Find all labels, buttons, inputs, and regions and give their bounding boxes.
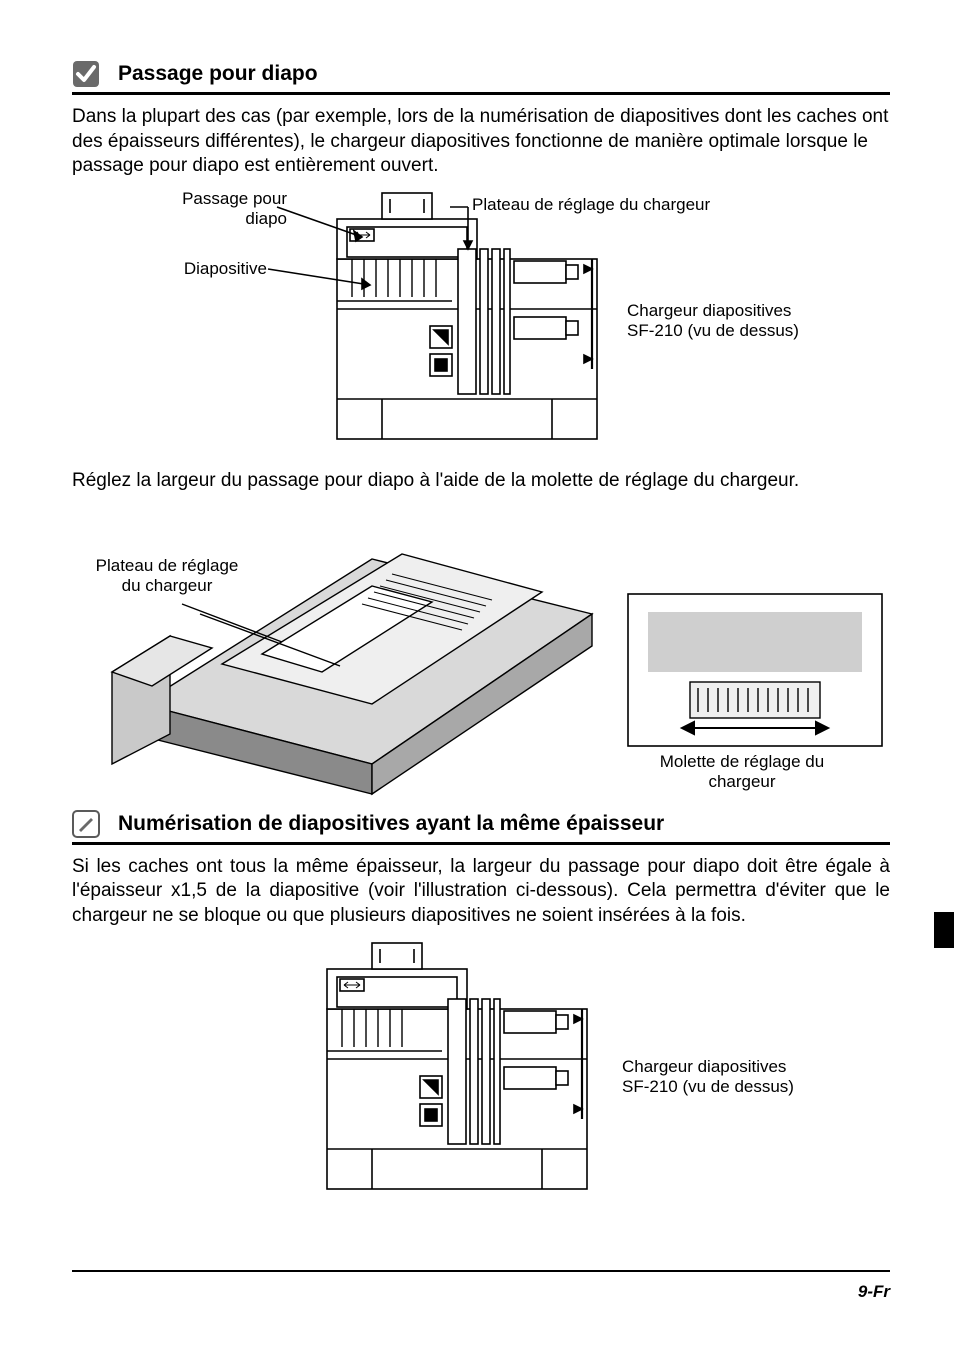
- figure-3: Chargeur diapositivesSF-210 (vu de dessu…: [72, 939, 890, 1214]
- label-device-1: Chargeur diapositivesSF-210 (vu de dessu…: [627, 301, 837, 342]
- section1-para2: Réglez la largeur du passage pour diapo …: [72, 469, 890, 494]
- note-pencil-icon: [72, 810, 100, 838]
- side-tab: [934, 912, 954, 948]
- section-title-2: Numérisation de diapositives ayant la mê…: [118, 812, 664, 836]
- figure-2: Plateau de réglagedu chargeur Molette de…: [72, 504, 890, 804]
- figure-1: Passage pourdiapo Diapositive Plateau de…: [72, 189, 890, 459]
- section1-para1: Dans la plupart des cas (par exemple, lo…: [72, 105, 890, 179]
- label-device-2: Chargeur diapositivesSF-210 (vu de dessu…: [622, 1057, 832, 1098]
- section-header-2: Numérisation de diapositives ayant la mê…: [72, 810, 890, 845]
- label-plateau: Plateau de réglage du chargeur: [472, 195, 710, 215]
- section-header-1: Passage pour diapo: [72, 60, 890, 95]
- section-title-1: Passage pour diapo: [118, 62, 318, 86]
- page-rule: [72, 1270, 890, 1272]
- page-number: 9-Fr: [858, 1282, 890, 1302]
- label-plateau-2: Plateau de réglagedu chargeur: [72, 556, 262, 597]
- label-molette: Molette de réglage duchargeur: [602, 752, 882, 793]
- warning-check-icon: [72, 60, 100, 88]
- section2-para: Si les caches ont tous la même épaisseur…: [72, 855, 890, 929]
- label-diapositive: Diapositive: [112, 259, 267, 279]
- label-passage: Passage pourdiapo: [92, 189, 287, 230]
